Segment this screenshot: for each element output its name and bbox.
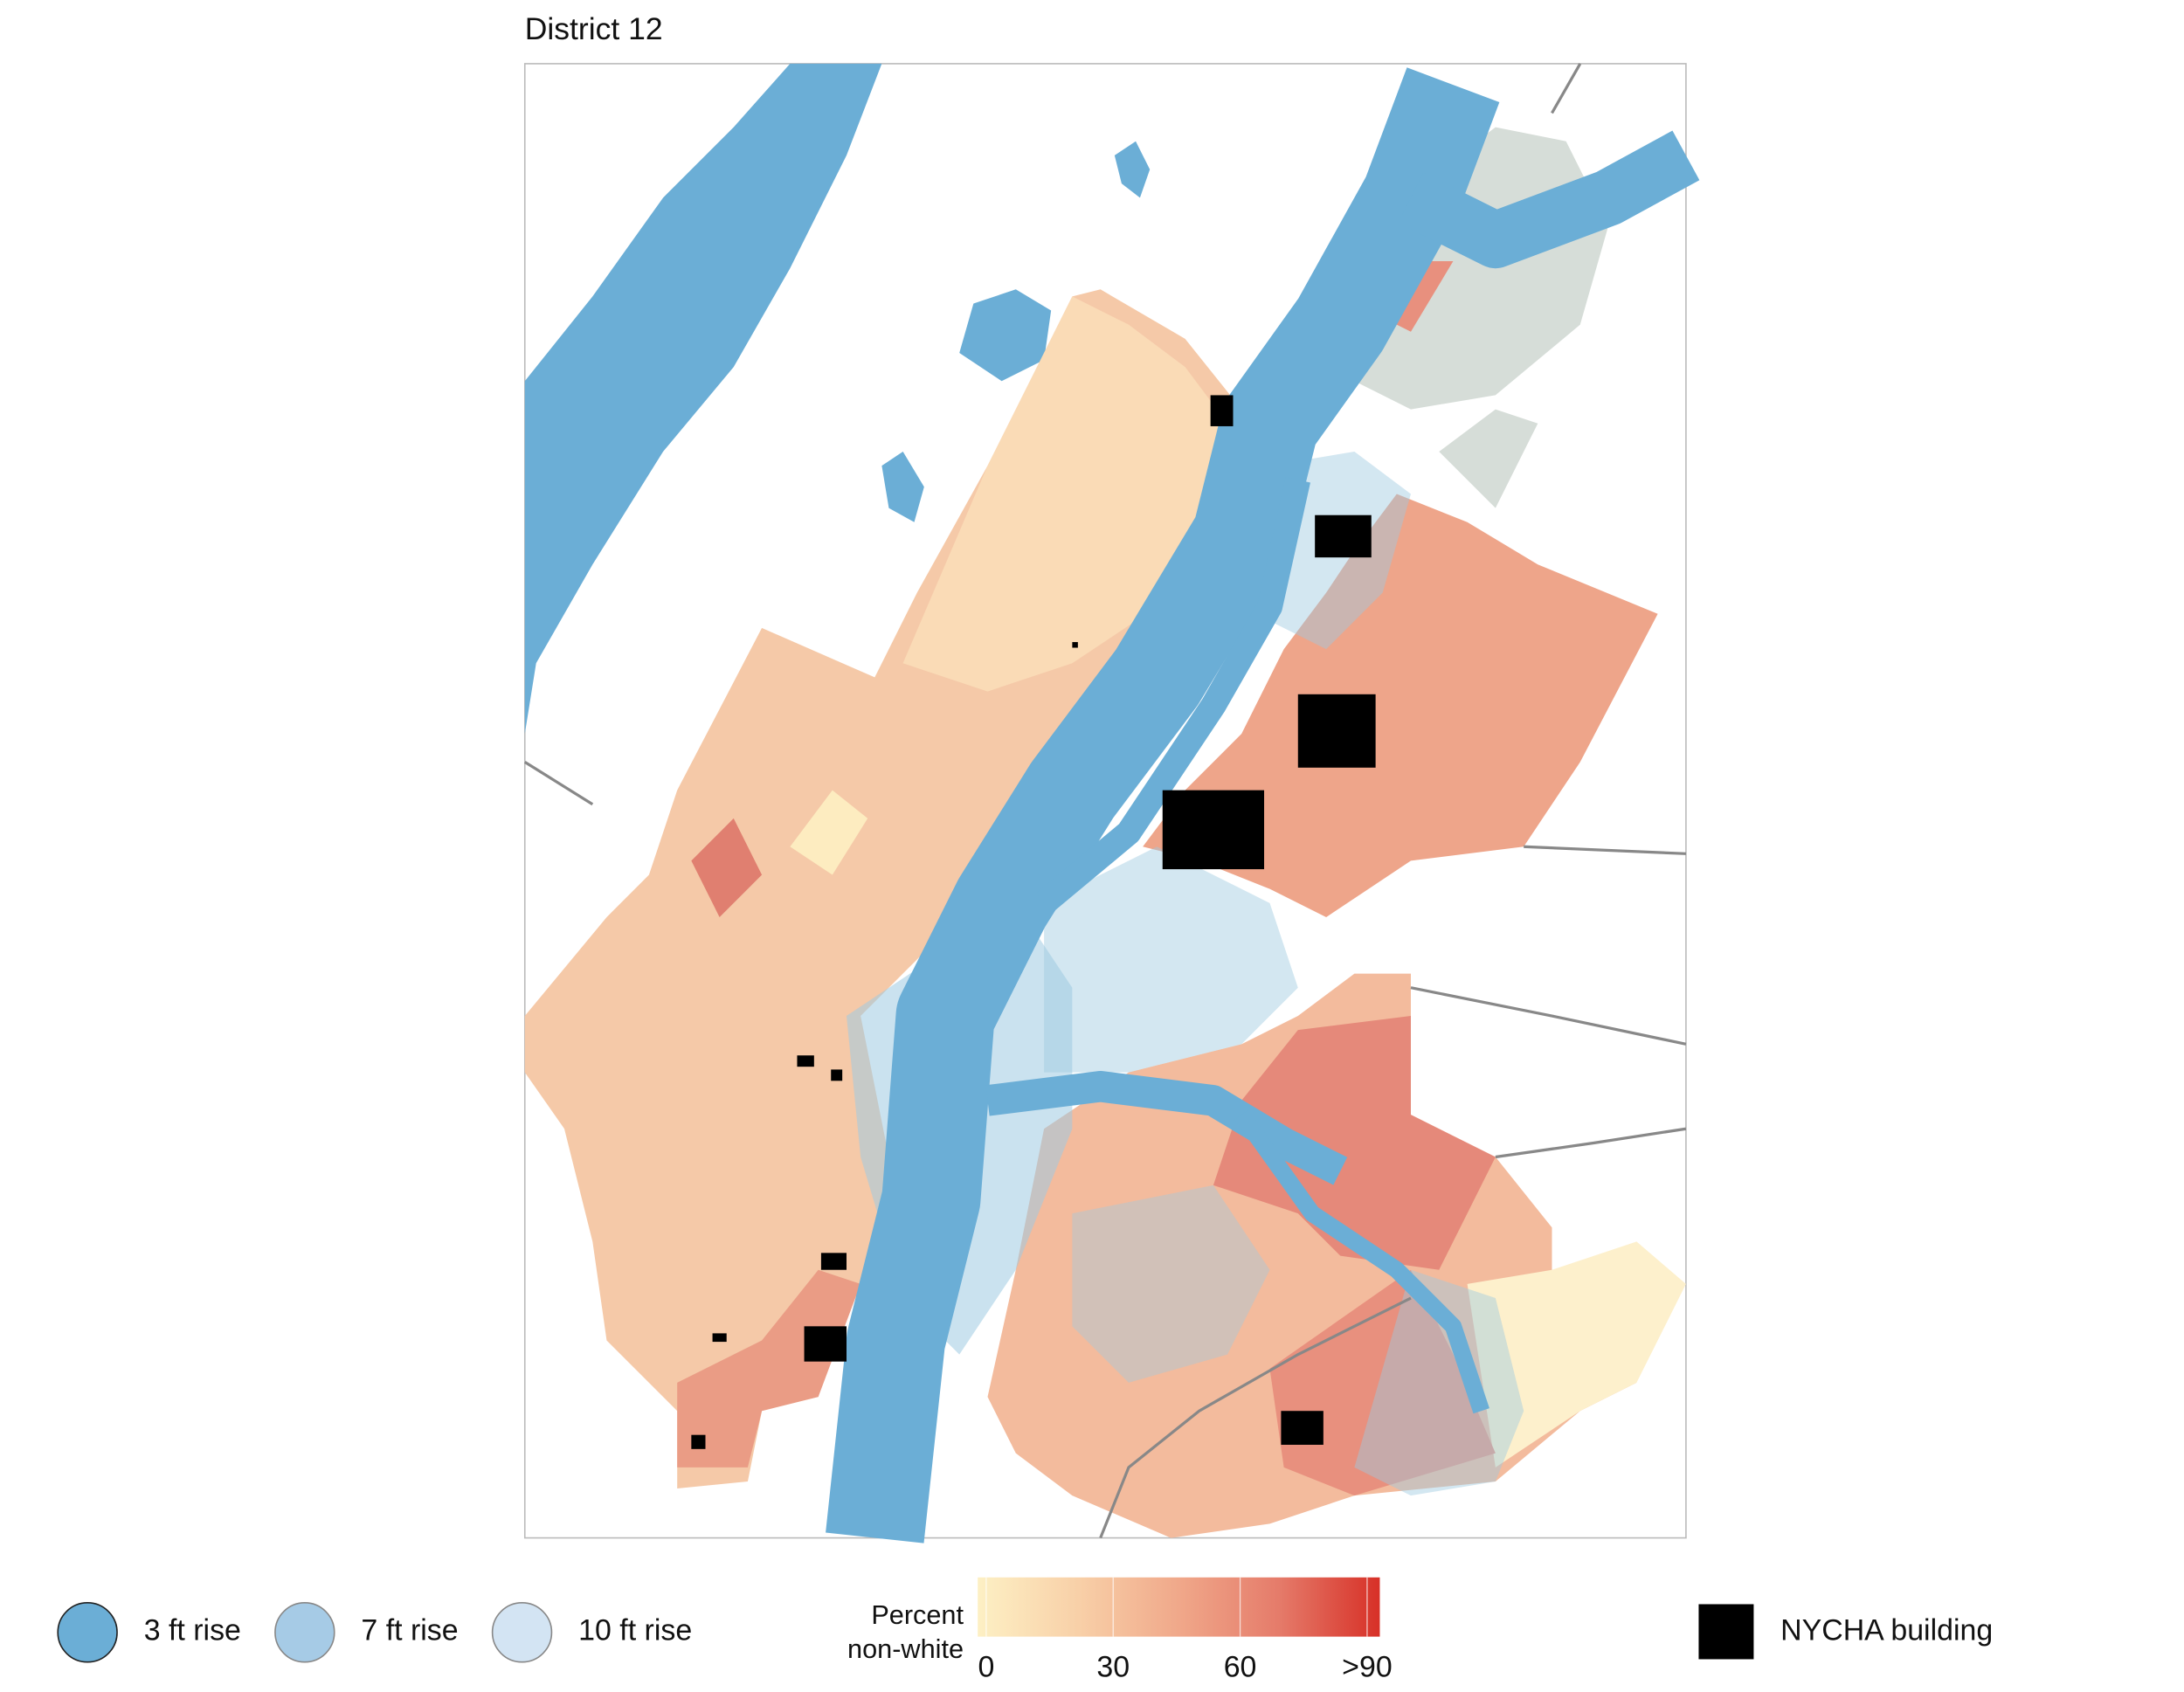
road (1551, 63, 1582, 114)
colorbar-label: Percent (871, 1599, 964, 1630)
tracts (1269, 1269, 1496, 1496)
legend: 3 ft rise 7 ft rise 10 ft rise Percentnon-w… (57, 1577, 1993, 1684)
colorbar-tick-label: 60 (1224, 1651, 1257, 1684)
map-title: District 12 (525, 11, 663, 46)
nycha-swatch (1698, 1604, 1754, 1660)
road (1524, 845, 1686, 855)
flood-swatch (57, 1602, 118, 1663)
river (826, 67, 1500, 1544)
colorbar-tick-label: 30 (1096, 1651, 1130, 1684)
tracts (790, 790, 868, 875)
road (523, 760, 594, 806)
tracts (1213, 1016, 1496, 1270)
road (1410, 986, 1687, 1046)
river (524, 63, 882, 735)
colorbar-tick-label: 0 (978, 1651, 994, 1684)
nycha-building (1297, 694, 1376, 768)
river (1035, 477, 1310, 913)
flood-label: 7 ft rise (361, 1614, 458, 1647)
nycha-building (712, 1333, 727, 1343)
colorbar-label: non-white (847, 1633, 964, 1664)
road (1099, 1296, 1412, 1539)
lake (1114, 141, 1151, 198)
flood-label: 3 ft rise (144, 1614, 241, 1647)
river (1398, 130, 1700, 269)
tracts (1439, 409, 1538, 508)
flood-zone (1044, 846, 1298, 1073)
road (1495, 1127, 1687, 1159)
nycha-building (820, 1253, 847, 1270)
nycha-building (797, 1055, 814, 1067)
nycha-building (1281, 1411, 1324, 1445)
nycha-building (1315, 515, 1372, 558)
flood-swatch (274, 1602, 335, 1663)
nycha-label: NYCHA building (1780, 1614, 1993, 1647)
tracts (691, 818, 763, 917)
river (1234, 1109, 1489, 1414)
nycha-building (1072, 642, 1078, 648)
tracts (1143, 494, 1658, 917)
colorbar (978, 1577, 1380, 1637)
nycha-buildings (691, 395, 1376, 1449)
nycha-building (831, 1069, 843, 1081)
nycha-building (1210, 395, 1234, 426)
nycha-building (1162, 790, 1265, 870)
flood-zone (1072, 1184, 1270, 1383)
tracts (677, 1269, 861, 1468)
map (523, 63, 1700, 1544)
flood-zone (1354, 1269, 1524, 1496)
river (985, 1071, 1348, 1185)
colorbar-tick-label: >90 (1342, 1651, 1393, 1684)
tracts (902, 296, 1228, 692)
tracts (1467, 1241, 1686, 1468)
lake (881, 452, 924, 522)
nycha-building (691, 1434, 706, 1449)
lake (959, 289, 1052, 382)
nycha-building (804, 1326, 847, 1362)
flood-swatch (491, 1602, 553, 1663)
flood-label: 10 ft rise (578, 1614, 692, 1647)
roads (523, 63, 1687, 1539)
